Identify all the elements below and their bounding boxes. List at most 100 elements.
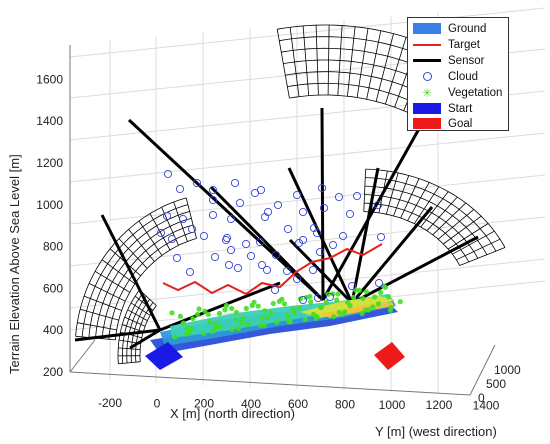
target-line-icon <box>412 39 442 51</box>
vegetation-star <box>233 317 239 323</box>
sensor-beam <box>288 238 354 305</box>
sensor-mesh-line <box>364 202 470 263</box>
goal-swatch-icon <box>412 118 442 130</box>
cloud-point <box>298 235 308 245</box>
sensor-mesh-line <box>83 295 122 311</box>
cloud-point <box>226 214 236 224</box>
vegetation-star <box>334 297 340 303</box>
vegetation-star <box>172 334 178 340</box>
cloud-point <box>163 169 173 179</box>
vegetation-star <box>205 311 211 317</box>
sensor-mesh-line <box>459 247 506 266</box>
x-tick-label: 400 <box>241 397 261 411</box>
cloud-point <box>313 293 323 303</box>
goal-marker <box>374 342 405 370</box>
sensor-mesh-line <box>443 215 482 245</box>
legend-label: Start <box>448 102 473 115</box>
cloud-point <box>208 210 218 220</box>
z-tick-label: 1000 <box>36 198 63 212</box>
cloud-point <box>208 195 218 205</box>
sensor-mesh-line <box>315 25 319 96</box>
vegetation-star <box>307 293 313 300</box>
vegetation-star <box>397 299 403 305</box>
cloud-point <box>373 200 383 210</box>
cloud-point <box>263 207 273 217</box>
vegetation-star <box>285 313 291 319</box>
sensor-mesh-line <box>426 196 458 232</box>
sensor-mesh-line <box>130 302 151 316</box>
sensor-mesh-line <box>385 37 407 105</box>
x-tick-label: -200 <box>98 396 122 410</box>
cloud-point <box>233 263 243 273</box>
x-axis-label: X [m] (north direction) <box>170 406 295 421</box>
vegetation-star <box>385 294 392 300</box>
sensor-beam <box>320 107 325 301</box>
sensor-beam <box>129 328 161 350</box>
cloud-point <box>246 251 256 261</box>
vegetation-star <box>188 326 194 332</box>
z-tick-label: 400 <box>43 323 63 337</box>
vegetation-star <box>375 301 382 307</box>
cloud-point <box>309 223 319 233</box>
cloud-point <box>298 207 308 217</box>
vegetation-star <box>196 306 202 312</box>
vegetation-star <box>296 305 302 311</box>
cloud-point <box>292 190 302 200</box>
legend-item-ground: Ground <box>412 20 508 37</box>
sensor-line-icon <box>412 55 442 67</box>
vegetation-star <box>229 305 235 312</box>
vegetation-star <box>370 304 376 310</box>
z-tick-label: 800 <box>43 240 63 254</box>
cloud-point <box>376 232 386 242</box>
cloud-point <box>347 281 357 291</box>
x-tick-label: 200 <box>194 397 214 411</box>
vegetation-star <box>360 295 366 301</box>
sensor-beam <box>287 167 354 304</box>
vegetation-star <box>251 299 257 305</box>
legend-label: Ground <box>448 22 487 35</box>
cloud-point <box>162 211 172 221</box>
legend: Ground Target Sensor Cloud ✳ Vegetation … <box>407 17 509 131</box>
z-tick-label: 1600 <box>36 72 63 86</box>
z-tick-labels: 200 400 600 800 1000 1200 1400 1600 <box>36 72 63 379</box>
cloud-point <box>172 253 182 263</box>
vegetation-star <box>372 294 378 300</box>
vegetation-star <box>207 318 213 325</box>
sensor-mesh-line <box>101 259 136 285</box>
vegetation-star <box>245 321 251 328</box>
cloud-point <box>262 265 272 275</box>
vegetation-star <box>255 303 261 309</box>
vegetation-star-icon: ✳ <box>421 85 433 100</box>
vegetation-star <box>180 320 186 326</box>
sensor-mesh-line <box>456 238 501 261</box>
cloud-point <box>175 184 185 194</box>
sensor-mesh-line <box>302 25 310 96</box>
cloud-point <box>319 203 329 213</box>
vegetation-star <box>229 326 235 333</box>
sensor-mesh-line <box>276 29 290 99</box>
cloud-point <box>317 183 327 193</box>
cloud-point <box>334 192 344 202</box>
legend-item-start: Start <box>412 100 508 117</box>
sensor-mesh-line <box>128 229 155 262</box>
cloud-point <box>352 191 362 201</box>
cloud-point <box>210 252 220 262</box>
vegetation-star <box>302 316 308 323</box>
cloud-point <box>156 228 166 238</box>
sensor-mesh-line <box>138 220 163 256</box>
cloud-markers <box>156 169 386 305</box>
vegetation-star <box>233 309 239 315</box>
legend-item-vegetation: ✳ Vegetation <box>412 84 508 101</box>
sensor-mesh-line <box>432 202 467 236</box>
cloud-point <box>199 231 209 241</box>
y-axis-label: Y [m] (west direction) <box>375 424 497 439</box>
sensor-mesh-line <box>385 172 399 215</box>
vegetation-star <box>261 322 267 328</box>
y-tick-label: 500 <box>486 377 506 391</box>
vegetation-star <box>240 315 246 321</box>
z-tick-label: 1200 <box>36 156 63 170</box>
vegetation-markers <box>169 283 403 340</box>
axes-box <box>69 45 496 396</box>
vegetation-star <box>216 310 223 316</box>
sensor-mesh-line <box>94 270 130 293</box>
